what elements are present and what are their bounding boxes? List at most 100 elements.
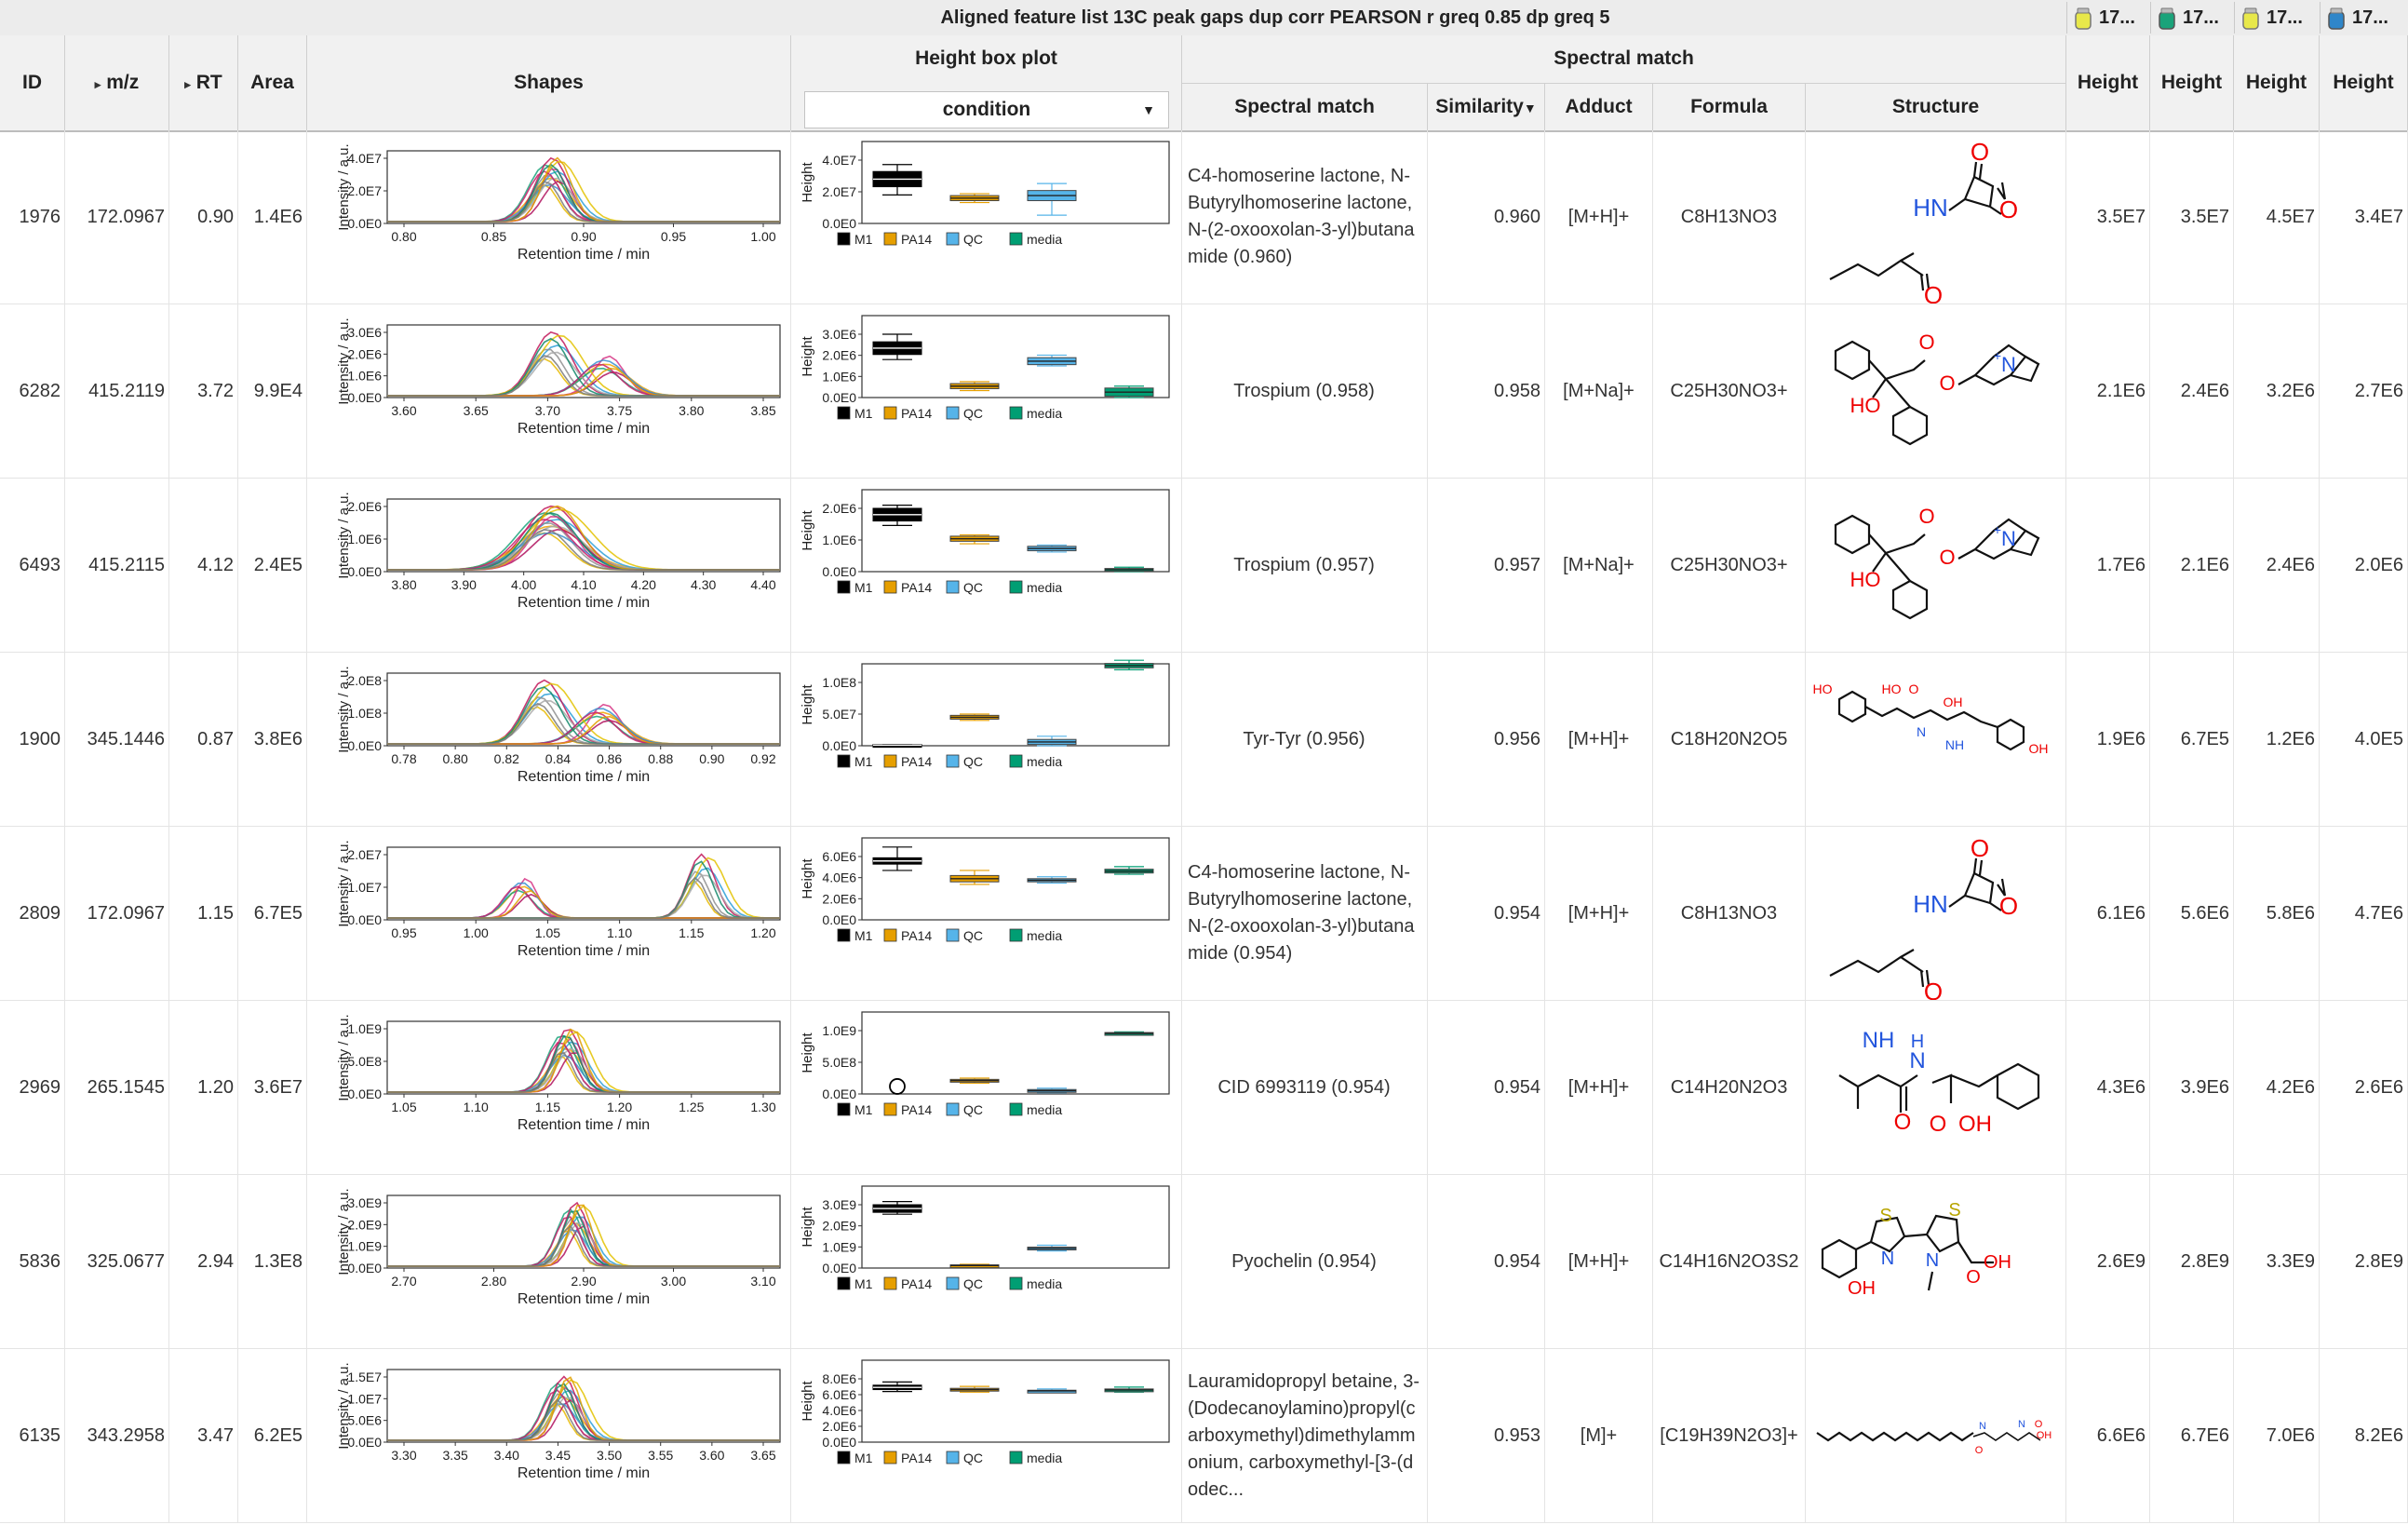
atom-label: H [1911, 1032, 1924, 1052]
sample-label: 17... [2183, 7, 2219, 28]
molecule-structure-image: HO OO N+ [1834, 505, 2040, 620]
cell-spectral-match[interactable]: C4-homoserine lactone, N-Butyrylhomoseri… [1182, 130, 1428, 304]
cell-spectral-match[interactable]: Trospium (0.957) [1182, 479, 1428, 652]
cell-structure[interactable]: S N OH S N O OH [1806, 1175, 2066, 1348]
cell-height-1: 2.6E9 [2066, 1175, 2150, 1348]
y-tick-label: 4.0E6 [822, 870, 856, 885]
cell-mz: 415.2119 [65, 304, 169, 478]
x-tick-label: 2.80 [481, 1274, 506, 1289]
cell-height-1: 3.5E7 [2066, 130, 2150, 304]
cell-shapes[interactable]: 1.5E7 1.0E7 5.0E6 0.0E0 3.30 3.35 3.40 3.45 3.50… [307, 1349, 791, 1522]
sample-column-3[interactable]: 17... [2234, 2, 2320, 34]
height-box-plot: 6.0E6 4.0E6 2.0E6 0.0E0 Height M1 PA14 QC media [800, 837, 1170, 943]
cell-spectral-match[interactable]: C4-homoserine lactone, N-Butyrylhomoseri… [1182, 827, 1428, 1000]
table-row[interactable]: 6493 415.2115 4.12 2.4E5 2.0E6 1.0E6 0.0E0 3.80… [0, 479, 2408, 653]
column-header-mz[interactable]: ▸ m/z [65, 35, 169, 130]
legend-swatch [883, 754, 897, 768]
cell-adduct: [M]+ [1545, 1349, 1653, 1522]
sample-column-4[interactable]: 17... [2320, 2, 2408, 34]
chevron-down-icon: ▼ [1142, 102, 1155, 117]
y-tick-label: 1.0E8 [347, 706, 382, 721]
y-tick-label: 6.0E6 [822, 849, 856, 864]
column-header-height-1[interactable]: Height [2066, 35, 2150, 130]
column-header-shapes[interactable]: Shapes [307, 35, 791, 130]
cell-area: 2.4E5 [238, 479, 307, 652]
cell-shapes[interactable]: 2.0E6 1.0E6 0.0E0 3.80 3.90 4.00 4.10 4.20 4.30 4… [307, 479, 791, 652]
column-header-id[interactable]: ID [0, 35, 65, 130]
legend-label: PA14 [901, 928, 932, 943]
x-axis-label: Retention time / min [518, 1465, 650, 1481]
cell-area: 3.8E6 [238, 653, 307, 826]
y-tick-label: 2.0E6 [822, 1419, 856, 1434]
table-row[interactable]: 1900 345.1446 0.87 3.8E6 2.0E8 1.0E8 0.0E0 0.78… [0, 653, 2408, 827]
cell-shapes[interactable]: 3.0E6 2.0E6 1.0E6 0.0E0 3.60 3.65 3.70 3.75 3.80… [307, 304, 791, 478]
cell-height-4: 2.0E6 [2320, 479, 2408, 652]
cell-height-4: 8.2E6 [2320, 1349, 2408, 1522]
column-header-similarity[interactable]: Similarity▼ [1428, 84, 1545, 130]
cell-box-plot[interactable]: 8.0E6 6.0E6 4.0E6 2.0E6 0.0E0 Height M1 PA14 QC m… [791, 1349, 1182, 1522]
cell-area: 1.4E6 [238, 130, 307, 304]
x-tick-label: 0.82 [494, 751, 519, 766]
column-header-rt[interactable]: ▸ RT [169, 35, 238, 130]
table-row[interactable]: 2969 265.1545 1.20 3.6E7 1.0E9 5.0E8 0.0E0 1.05… [0, 1001, 2408, 1175]
cell-structure[interactable]: HO O O N + [1806, 304, 2066, 478]
cell-adduct: [M+H]+ [1545, 653, 1653, 826]
cell-spectral-match[interactable]: CID 6993119 (0.954) [1182, 1001, 1428, 1174]
cell-spectral-match[interactable]: Lauramidopropyl betaine, 3-(Dodecanoylam… [1182, 1349, 1428, 1522]
cell-shapes[interactable]: 3.0E9 2.0E9 1.0E9 0.0E0 2.70 2.80 2.90 3.00 3.10… [307, 1175, 791, 1348]
cell-shapes[interactable]: 4.0E7 2.0E7 0.0E0 0.80 0.85 0.90 0.95 1.00 Inten… [307, 130, 791, 304]
cell-box-plot[interactable]: 2.0E6 1.0E6 0.0E0 Height M1 PA14 QC media [791, 479, 1182, 652]
cell-height-4: 2.8E9 [2320, 1175, 2408, 1348]
y-axis-label: Intensity / a.u. [336, 492, 352, 578]
table-row[interactable]: 6282 415.2119 3.72 9.9E4 3.0E6 2.0E6 1.0E6 0.0E… [0, 304, 2408, 479]
cell-box-plot[interactable]: 3.0E6 2.0E6 1.0E6 0.0E0 Height M1 PA14 QC media [791, 304, 1182, 478]
cell-box-plot[interactable]: 6.0E6 4.0E6 2.0E6 0.0E0 Height M1 PA14 QC media [791, 827, 1182, 1000]
atom-label: HO [1850, 394, 1881, 417]
cell-shapes[interactable]: 2.0E8 1.0E8 0.0E0 0.78 0.80 0.82 0.84 0.86 0.88 0… [307, 653, 791, 826]
cell-box-plot[interactable]: 1.0E8 5.0E7 0.0E0 Height M1 PA14 QC media [791, 653, 1182, 826]
cell-box-plot[interactable]: 4.0E7 2.0E7 0.0E0 Height M1 PA14 QC media [791, 130, 1182, 304]
cell-box-plot[interactable]: 1.0E9 5.0E8 0.0E0 Height M1 PA14 QC media [791, 1001, 1182, 1174]
x-axis-label: Retention time / min [518, 595, 650, 611]
table-row[interactable]: 2809 172.0967 1.15 6.7E5 2.0E7 1.0E7 0.0E0 0.95… [0, 827, 2408, 1001]
cell-shapes[interactable]: 1.0E9 5.0E8 0.0E0 1.05 1.10 1.15 1.20 1.25 1.30 I… [307, 1001, 791, 1174]
table-row[interactable]: 5836 325.0677 2.94 1.3E8 3.0E9 2.0E9 1.0E9 0.0E… [0, 1175, 2408, 1349]
cell-structure[interactable]: O HN O O [1806, 827, 2066, 1000]
table-row[interactable]: 1976 172.0967 0.90 1.4E6 4.0E7 2.0E7 0.0E0 0.80… [0, 130, 2408, 304]
sample-column-2[interactable]: 17... [2150, 2, 2234, 34]
molecule-structure-image: HO HO O OH N NH OH [1813, 682, 2049, 756]
column-header-formula[interactable]: Formula [1653, 84, 1806, 130]
column-header-height-3[interactable]: Height [2234, 35, 2320, 130]
column-header-area[interactable]: Area [238, 35, 307, 130]
legend-label: QC [963, 1102, 983, 1117]
cell-box-plot[interactable]: 3.0E9 2.0E9 1.0E9 0.0E0 Height M1 PA14 QC media [791, 1175, 1182, 1348]
legend-label: QC [963, 580, 983, 595]
x-tick-label: 1.00 [464, 925, 489, 940]
column-header-spectral-match[interactable]: Spectral match [1182, 84, 1428, 130]
legend-label: PA14 [901, 580, 932, 595]
cell-spectral-match[interactable]: Pyochelin (0.954) [1182, 1175, 1428, 1348]
condition-dropdown[interactable]: condition ▼ [804, 91, 1169, 128]
cell-structure[interactable]: HO O O N + [1806, 479, 2066, 652]
atom-label: O [1999, 196, 2018, 223]
cell-adduct: [M+Na]+ [1545, 304, 1653, 478]
atom-label: HO [1813, 682, 1833, 696]
sample-column-1[interactable]: 17... [2066, 2, 2150, 34]
x-tick-label: 0.90 [699, 751, 724, 766]
cell-spectral-match[interactable]: Tyr-Tyr (0.956) [1182, 653, 1428, 826]
cell-structure[interactable]: N O N OH O [1806, 1349, 2066, 1522]
table-row[interactable]: 6135 343.2958 3.47 6.2E5 1.5E7 1.0E7 5.0E6 0.0E… [0, 1349, 2408, 1523]
cell-height-3: 1.2E6 [2234, 653, 2320, 826]
cell-shapes[interactable]: 2.0E7 1.0E7 0.0E0 0.95 1.00 1.05 1.10 1.15 1.20 I… [307, 827, 791, 1000]
cell-structure[interactable]: O HN O O [1806, 130, 2066, 304]
column-header-height-4[interactable]: Height [2320, 35, 2408, 130]
column-header-structure[interactable]: Structure [1806, 84, 2066, 130]
cell-structure[interactable]: O NH N H O OH [1806, 1001, 2066, 1174]
y-tick-label: 5.0E8 [822, 1055, 856, 1070]
cell-structure[interactable]: HO HO O OH N NH OH [1806, 653, 2066, 826]
column-header-box-plot[interactable]: Height box plot [791, 35, 1182, 84]
cell-spectral-match[interactable]: Trospium (0.958) [1182, 304, 1428, 478]
atom-label: NH [1945, 737, 1964, 752]
column-header-height-2[interactable]: Height [2150, 35, 2234, 130]
column-header-adduct[interactable]: Adduct [1545, 84, 1653, 130]
